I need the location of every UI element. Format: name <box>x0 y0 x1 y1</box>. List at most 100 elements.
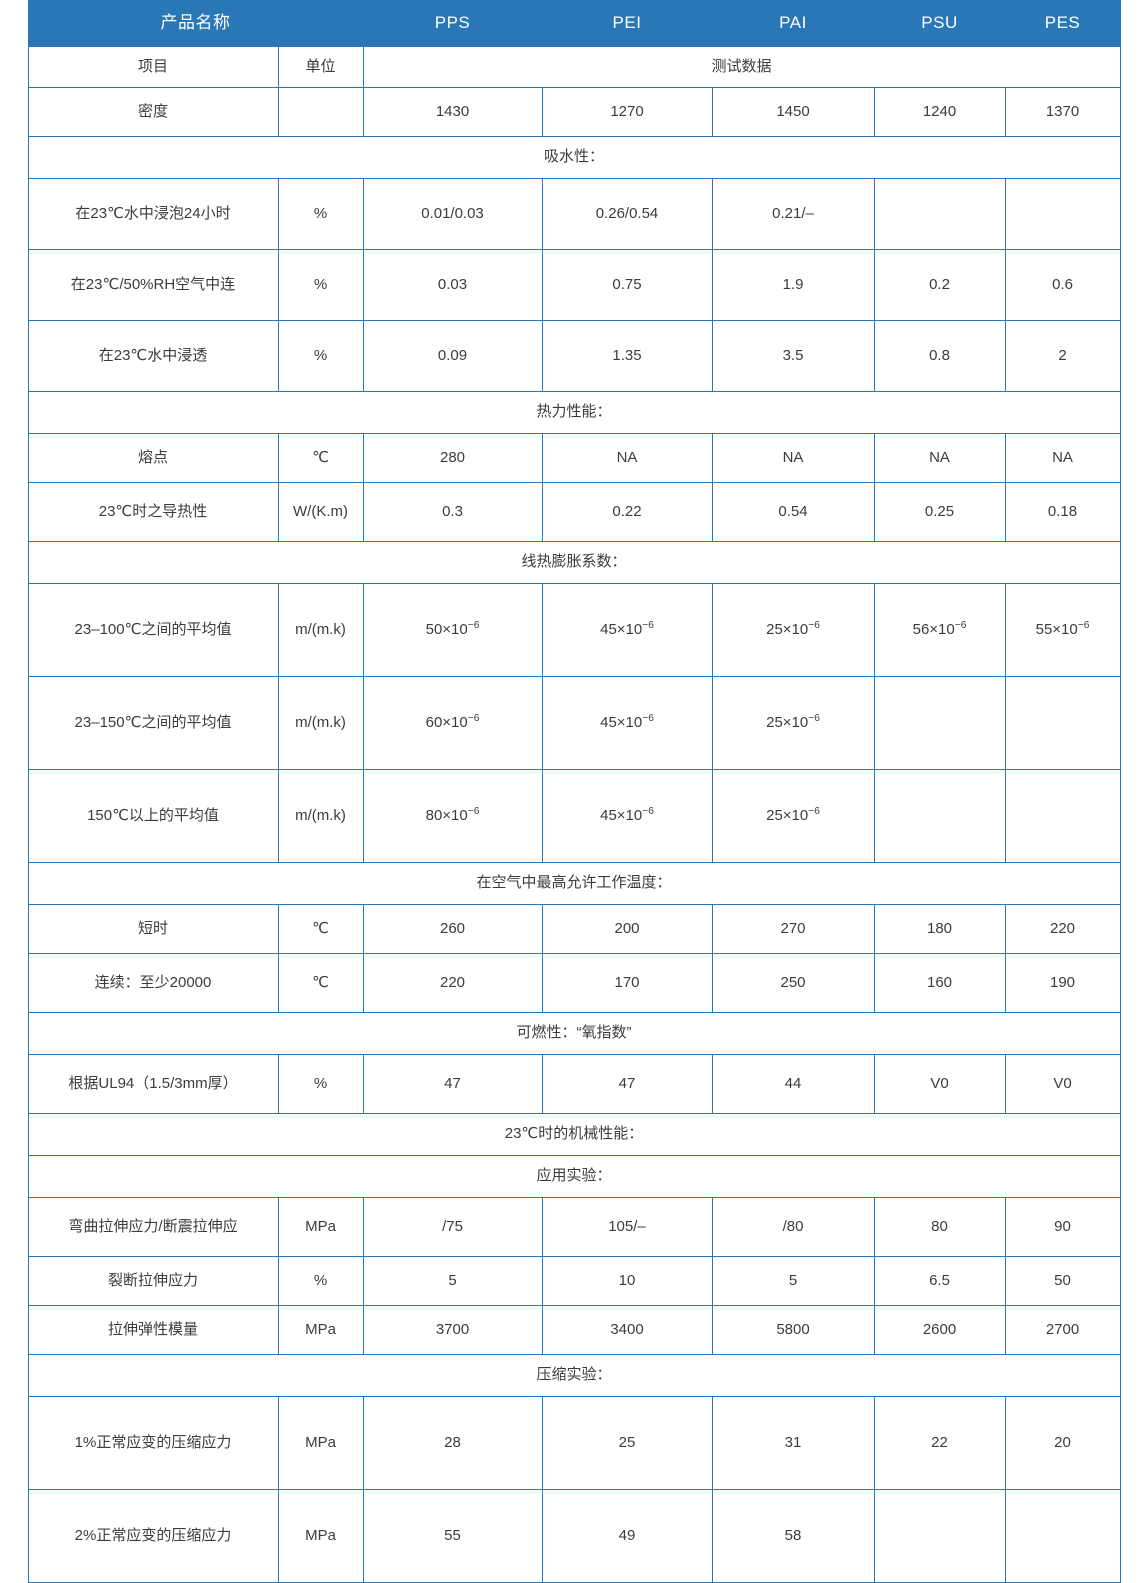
table-row: 连续：至少20000 ℃ 220 170 250 160 190 <box>27 953 1121 1013</box>
cell-pai: 0.54 <box>711 482 875 542</box>
cell-pps: 50×10−6 <box>362 583 543 677</box>
header-column-pai: PAI <box>711 0 875 47</box>
row-item-label: 密度 <box>27 87 279 137</box>
cell-pes <box>1004 1489 1121 1583</box>
cell-pes: 20 <box>1004 1396 1121 1490</box>
cell-pai: 1450 <box>711 87 875 137</box>
cell-pei: 200 <box>541 904 713 954</box>
cell-pei: 45×10−6 <box>541 769 713 863</box>
table-row: 弯曲拉伸应力/断震拉伸应 MPa/75 105/–/80 80 90 <box>27 1197 1121 1257</box>
row-unit: % <box>277 178 364 250</box>
section-header-row: 在空气中最高允许工作温度： <box>27 862 1121 905</box>
table-row: 2%正常应变的压缩应力 MPa 55 49 58 <box>27 1489 1121 1583</box>
row-item-label: 在23℃水中浸泡24小时 <box>27 178 279 250</box>
cell-pes: V0 <box>1004 1054 1121 1114</box>
cell-pps: 47 <box>362 1054 543 1114</box>
header-column-pei: PEI <box>541 0 713 47</box>
row-unit: MPa <box>277 1305 364 1355</box>
cell-pps: 0.3 <box>362 482 543 542</box>
cell-pps: 3700 <box>362 1305 543 1355</box>
table-row: 23–100℃之间的平均值 m/(m.k) 50×10−6 45×10−6 25×10−… <box>27 583 1121 677</box>
section-header-row: 热力性能： <box>27 391 1121 434</box>
cell-psu <box>873 1489 1006 1583</box>
table-row: 23℃时之导热性 W/(K.m) 0.3 0.22 0.54 0.25 0.18 <box>27 482 1121 542</box>
cell-pes <box>1004 676 1121 770</box>
header-column-psu: PSU <box>873 0 1006 47</box>
cell-pai: 31 <box>711 1396 875 1490</box>
row-unit: % <box>277 320 364 392</box>
row-item-label: 23℃时之导热性 <box>27 482 279 542</box>
section-header-label: 可燃性：“氧指数” <box>27 1012 1121 1055</box>
header-column-pes: PES <box>1004 0 1121 47</box>
cell-psu: 80 <box>873 1197 1006 1257</box>
cell-pai: NA <box>711 433 875 483</box>
cell-psu: 1240 <box>873 87 1006 137</box>
cell-pes <box>1004 769 1121 863</box>
cell-psu: 22 <box>873 1396 1006 1490</box>
cell-pai: 0.21/– <box>711 178 875 250</box>
cell-pps: 28 <box>362 1396 543 1490</box>
table-row: 裂断拉伸应力% 5 10 5 6.5 50 <box>27 1256 1121 1306</box>
row-unit: ℃ <box>277 953 364 1013</box>
row-unit: m/(m.k) <box>277 583 364 677</box>
table-body: 密度 1430 1270 1450 1240 1370 吸水性： 在23℃水中浸泡24小时% 0… <box>27 87 1121 1583</box>
section-header-label: 压缩实验： <box>27 1354 1121 1397</box>
cell-pps: 60×10−6 <box>362 676 543 770</box>
table-row: 150℃以上的平均值 m/(m.k) 80×10−6 45×10−6 25×10−6 <box>27 769 1121 863</box>
cell-pes <box>1004 178 1121 250</box>
cell-pps: 80×10−6 <box>362 769 543 863</box>
cell-pei: 45×10−6 <box>541 676 713 770</box>
cell-pps: 5 <box>362 1256 543 1306</box>
row-item-label: 在23℃/50%RH空气中连 <box>27 249 279 321</box>
cell-pes: 220 <box>1004 904 1121 954</box>
cell-psu: 0.8 <box>873 320 1006 392</box>
row-item-label: 在23℃水中浸透 <box>27 320 279 392</box>
cell-psu: 56×10−6 <box>873 583 1006 677</box>
table-row: 在23℃/50%RH空气中连% 0.03 0.75 1.9 0.2 0.6 <box>27 249 1121 321</box>
cell-psu: 0.25 <box>873 482 1006 542</box>
cell-pai: /80 <box>711 1197 875 1257</box>
cell-pes: 50 <box>1004 1256 1121 1306</box>
cell-pps: /75 <box>362 1197 543 1257</box>
section-header-row: 线热膨胀系数： <box>27 541 1121 584</box>
row-unit: m/(m.k) <box>277 769 364 863</box>
cell-pps: 0.03 <box>362 249 543 321</box>
cell-pes: 90 <box>1004 1197 1121 1257</box>
row-item-label: 弯曲拉伸应力/断震拉伸应 <box>27 1197 279 1257</box>
row-item-label: 23–150℃之间的平均值 <box>27 676 279 770</box>
section-header-row: 压缩实验： <box>27 1354 1121 1397</box>
table-row: 1%正常应变的压缩应力 MPa 28 25 31 22 20 <box>27 1396 1121 1490</box>
cell-pes: 1370 <box>1004 87 1121 137</box>
cell-psu: 2600 <box>873 1305 1006 1355</box>
cell-psu: 180 <box>873 904 1006 954</box>
row-item-label: 连续：至少20000 <box>27 953 279 1013</box>
cell-pps: 0.09 <box>362 320 543 392</box>
row-unit: MPa <box>277 1396 364 1490</box>
row-item-label: 2%正常应变的压缩应力 <box>27 1489 279 1583</box>
cell-psu <box>873 769 1006 863</box>
cell-pei: 0.26/0.54 <box>541 178 713 250</box>
row-unit: MPa <box>277 1197 364 1257</box>
section-header-label: 23℃时的机械性能： <box>27 1113 1121 1156</box>
section-header-label: 热力性能： <box>27 391 1121 434</box>
header-row: 产品名称 PPS PEI PAI PSU PES <box>27 0 1121 47</box>
product-specification-table: 产品名称 PPS PEI PAI PSU PES 项目 单位 测试数据 密度 14… <box>27 0 1121 1583</box>
cell-pei: NA <box>541 433 713 483</box>
row-item-label: 裂断拉伸应力 <box>27 1256 279 1306</box>
cell-pes: 0.18 <box>1004 482 1121 542</box>
section-header-label: 在空气中最高允许工作温度： <box>27 862 1121 905</box>
cell-pai: 44 <box>711 1054 875 1114</box>
cell-psu: 6.5 <box>873 1256 1006 1306</box>
cell-pes: 0.6 <box>1004 249 1121 321</box>
table-row: 熔点 ℃ 280 NA NA NA NA <box>27 433 1121 483</box>
cell-pei: 0.75 <box>541 249 713 321</box>
subheader-row: 项目 单位 测试数据 <box>27 46 1121 88</box>
row-unit: m/(m.k) <box>277 676 364 770</box>
row-unit: ℃ <box>277 904 364 954</box>
row-unit: % <box>277 1054 364 1114</box>
cell-pai: 5 <box>711 1256 875 1306</box>
cell-psu: 0.2 <box>873 249 1006 321</box>
cell-pei: 0.22 <box>541 482 713 542</box>
table-row: 23–150℃之间的平均值 m/(m.k) 60×10−6 45×10−6 25×10−… <box>27 676 1121 770</box>
row-item-label: 根据UL94（1.5/3mm厚） <box>27 1054 279 1114</box>
